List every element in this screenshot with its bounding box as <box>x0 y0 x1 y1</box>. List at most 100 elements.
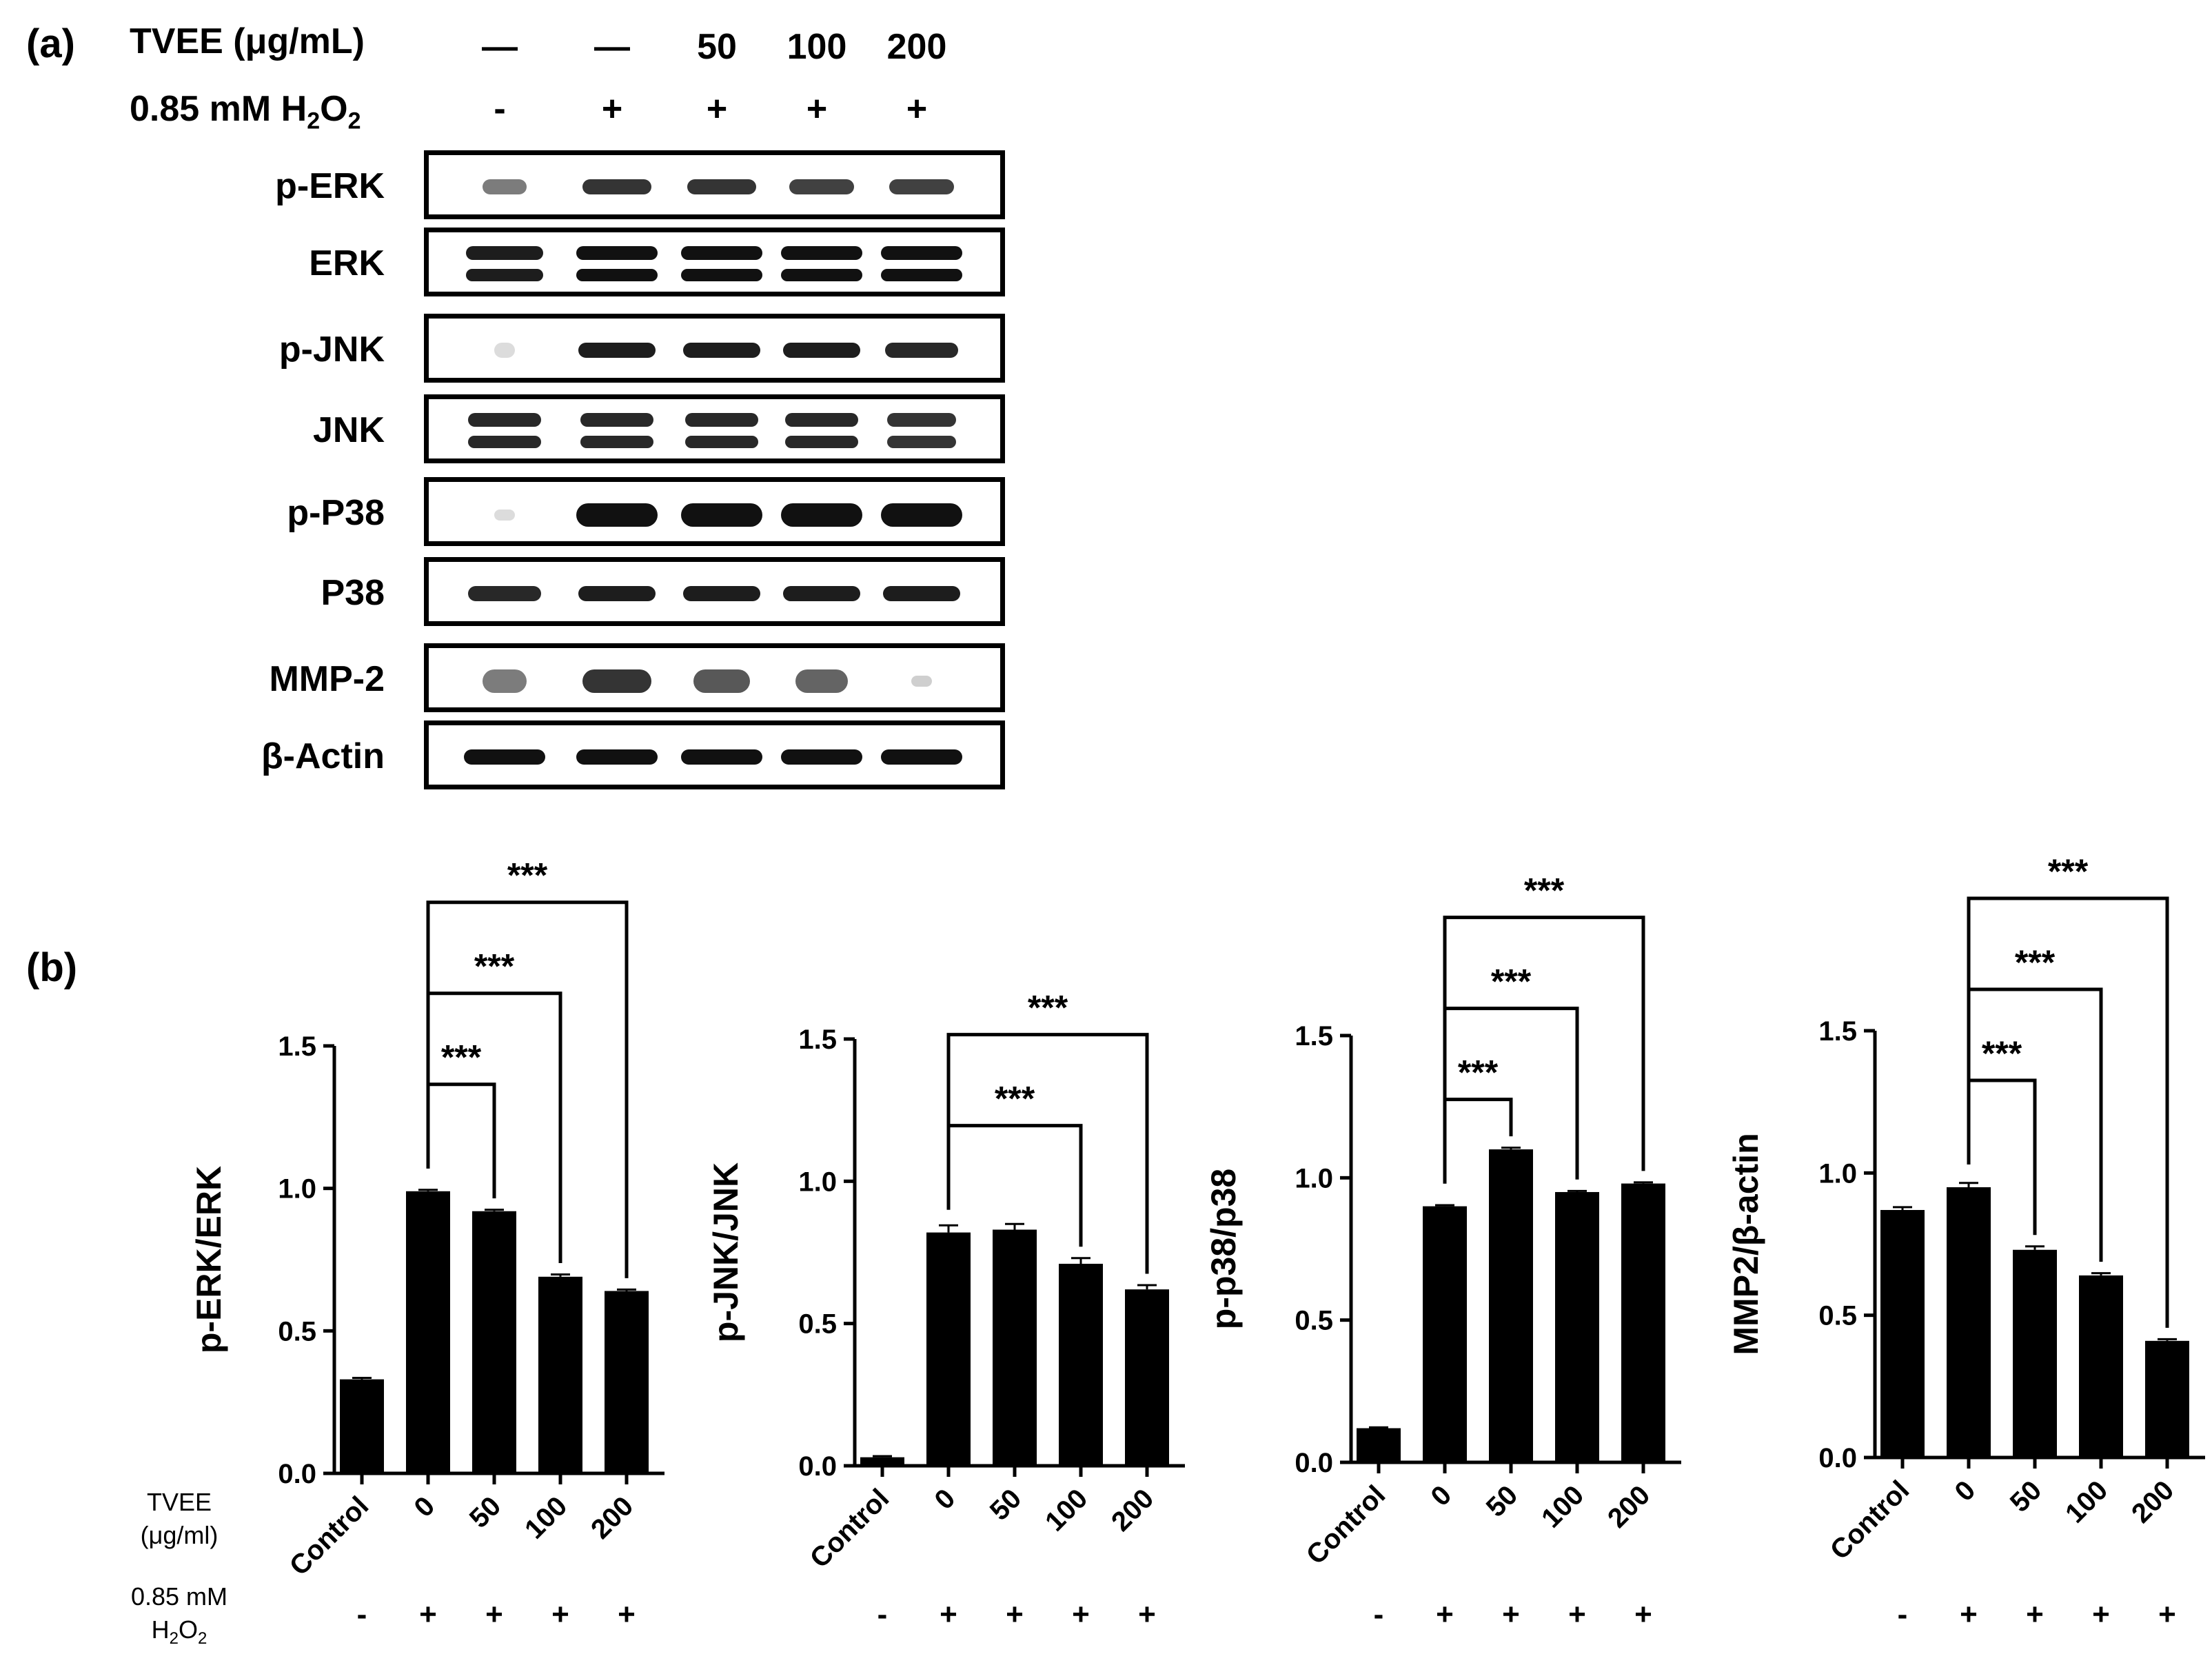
blot-band <box>911 676 932 687</box>
blot-band <box>576 246 658 260</box>
bar <box>860 1457 904 1466</box>
y-tick-label: 1.0 <box>1818 1158 1857 1189</box>
h2o2-sign: + <box>485 1597 503 1631</box>
blot-strip <box>424 557 1005 626</box>
tvee-value-0: — <box>482 27 518 67</box>
blot-band <box>494 343 515 358</box>
significance-stars: *** <box>441 1038 482 1077</box>
y-axis-label: p-p38/p38 <box>1204 1169 1243 1329</box>
significance-stars: *** <box>995 1080 1035 1118</box>
y-tick-label: 1.5 <box>798 1025 837 1055</box>
h2o2-row-label: 0.85 mM H2O2 <box>130 1582 228 1648</box>
h2o2-sign: + <box>1568 1597 1586 1631</box>
blot-band <box>881 749 962 765</box>
blot-band <box>884 343 959 358</box>
bar <box>1423 1206 1467 1462</box>
h2o2-value-3: + <box>806 89 828 129</box>
blot-band <box>467 413 542 427</box>
blot-label: MMP-2 <box>269 659 385 699</box>
bar <box>1489 1149 1533 1462</box>
h2o2-sign: + <box>1502 1597 1520 1631</box>
blot-label: p-JNK <box>278 330 385 370</box>
bar <box>1059 1264 1103 1466</box>
blot-band <box>881 246 962 260</box>
y-axis-label: p-ERK/ERK <box>190 1166 228 1353</box>
y-tick-label: 0.0 <box>798 1451 837 1482</box>
significance-bracket <box>426 900 629 1278</box>
significance-stars: *** <box>474 947 515 986</box>
y-tick-label: 1.0 <box>278 1174 316 1204</box>
blot-band <box>494 510 515 521</box>
bar <box>993 1229 1037 1466</box>
h2o2-sign: + <box>2158 1597 2176 1631</box>
bar <box>538 1276 582 1473</box>
x-tick-label: Control <box>1301 1480 1392 1571</box>
y-axis-label: p-JNK/JNK <box>707 1162 745 1342</box>
blot-band <box>464 749 545 765</box>
y-tick-label: 0.5 <box>1295 1306 1333 1336</box>
blot-band <box>582 669 652 693</box>
x-tick-label: 50 <box>464 1491 507 1534</box>
blot-label: JNK <box>312 410 385 450</box>
x-tick-label: Control <box>804 1483 895 1574</box>
blot-band <box>467 586 542 601</box>
blot-label: β-Actin <box>261 736 385 776</box>
x-tick-label: 200 <box>2126 1475 2180 1529</box>
h2o2-value-4: + <box>906 89 928 129</box>
y-axis-label: MMP2/β-actin <box>1727 1133 1765 1355</box>
h2o2-value-1: + <box>601 89 623 129</box>
h2o2-sign: + <box>2092 1597 2110 1631</box>
y-tick-label: 1.5 <box>278 1031 316 1062</box>
bar <box>1947 1187 1991 1458</box>
y-tick-label: 0.0 <box>1295 1448 1333 1478</box>
bar <box>2145 1340 2189 1458</box>
y-tick-label: 0.5 <box>798 1309 837 1340</box>
blot-band <box>684 413 759 427</box>
x-tick-label: Control <box>1825 1475 1916 1566</box>
blot-band <box>681 246 762 260</box>
h2o2-sign: - <box>1898 1597 1908 1631</box>
h2o2-sign: - <box>877 1597 888 1631</box>
y-tick-label: 0.5 <box>278 1316 316 1347</box>
blot-band <box>578 586 656 601</box>
significance-stars: *** <box>1458 1053 1499 1092</box>
blot-band <box>578 343 656 358</box>
h2o2-sign: + <box>1634 1597 1652 1631</box>
blot-band <box>781 749 862 765</box>
blot-band <box>782 343 861 358</box>
panel-a-label: (a) <box>26 21 75 66</box>
h2o2-sign: + <box>940 1597 957 1631</box>
significance-bracket <box>1443 916 1645 1184</box>
blot-band <box>886 436 957 448</box>
blot-band <box>889 179 955 194</box>
significance-stars: *** <box>1491 962 1532 1001</box>
bar <box>406 1191 450 1473</box>
bar <box>605 1291 649 1473</box>
blot-band <box>795 669 849 693</box>
blot-label: p-ERK <box>275 166 385 206</box>
blot-band <box>580 413 654 427</box>
blot-label: ERK <box>309 243 385 283</box>
x-tick-label: 0 <box>409 1491 441 1523</box>
significance-bracket <box>1967 896 2169 1328</box>
x-tick-label: 200 <box>1602 1480 1656 1533</box>
h2o2-header-label: 0.85 mM H2O2 <box>130 89 361 134</box>
bar <box>1555 1191 1599 1462</box>
x-tick-label: 100 <box>1536 1480 1590 1533</box>
significance-stars: *** <box>2015 943 2056 982</box>
blot-label: p-P38 <box>287 493 385 533</box>
blot-band <box>576 749 658 765</box>
blot-band <box>881 503 962 527</box>
significance-bracket <box>426 1082 496 1199</box>
tvee-header-label: TVEE (μg/mL) <box>130 21 365 61</box>
h2o2-sign: + <box>551 1597 569 1631</box>
h2o2-value-2: + <box>706 89 728 129</box>
blot-band <box>789 179 855 194</box>
blot-band <box>465 246 544 260</box>
y-tick-label: 1.0 <box>1295 1163 1333 1193</box>
significance-bracket <box>946 1033 1149 1274</box>
x-tick-label: 100 <box>2060 1475 2113 1529</box>
blot-band <box>784 413 859 427</box>
blot-band <box>682 343 761 358</box>
